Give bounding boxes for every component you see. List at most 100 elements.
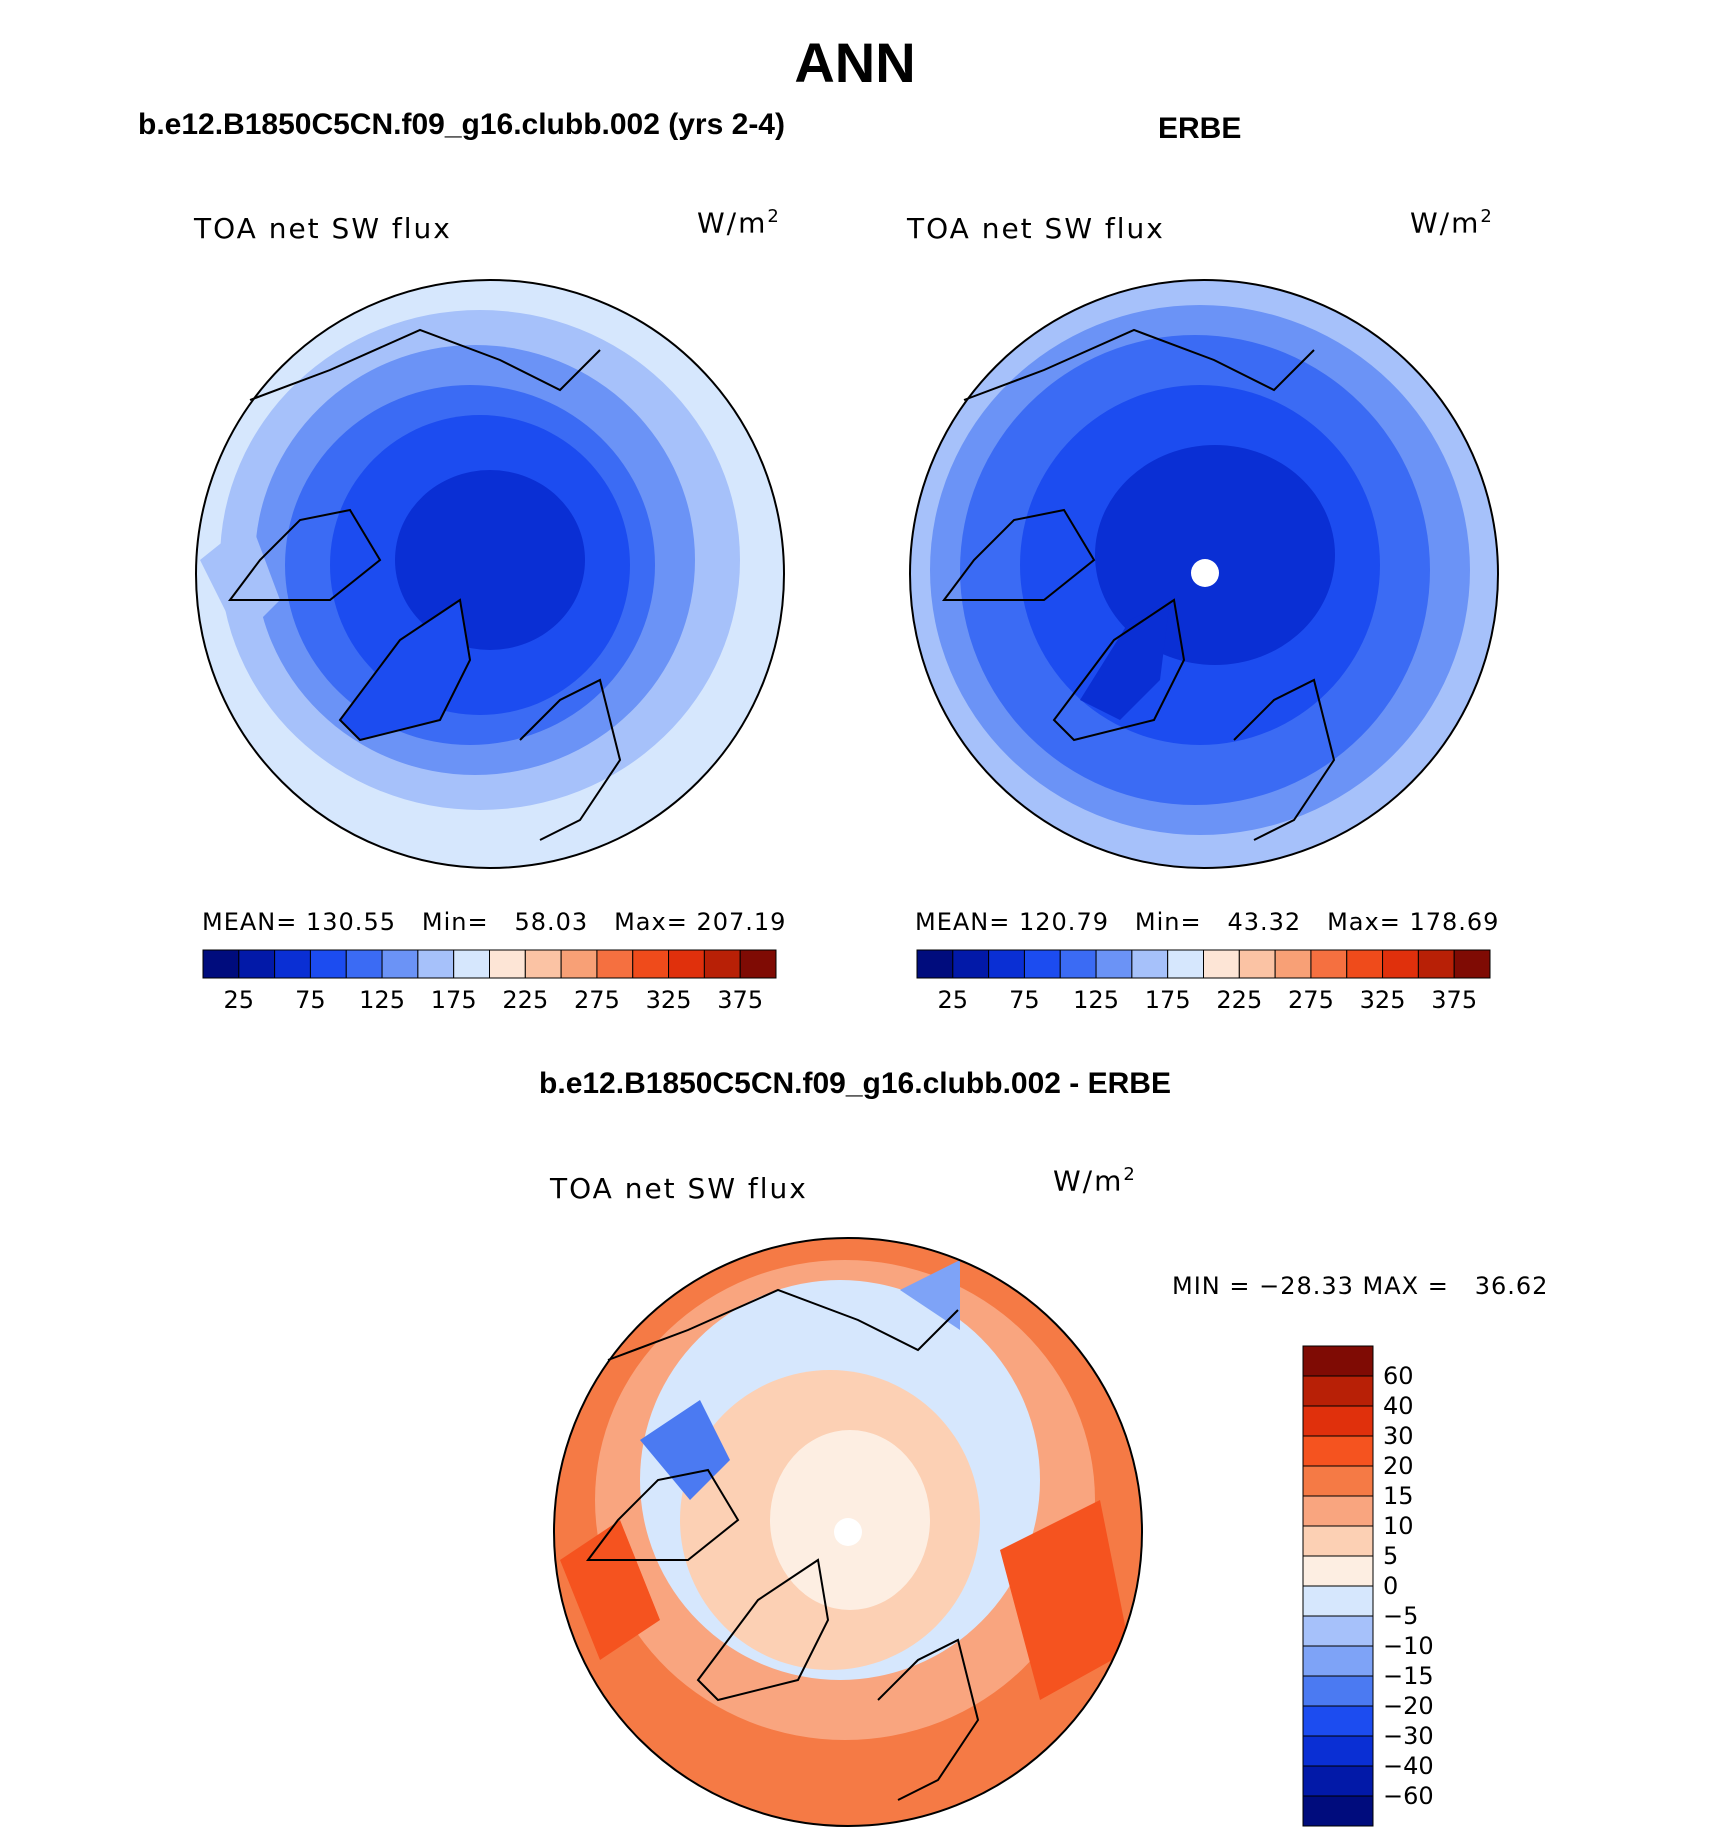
- colorbar-swatch: [596, 949, 634, 979]
- colorbar-tick-label: −5: [1383, 1602, 1419, 1630]
- colorbar-swatch: [1302, 1765, 1374, 1797]
- diff-stats: MIN = −28.33 MAX = 36.62: [1172, 1272, 1549, 1300]
- left-map-rim: [195, 279, 785, 869]
- colorbar-tick-label: −30: [1383, 1722, 1434, 1750]
- colorbar-tick-label: 30: [1383, 1422, 1414, 1450]
- colorbar-tick-label: 275: [1288, 986, 1334, 1014]
- colorbar-tick-label: 175: [1144, 986, 1191, 1014]
- right-colorbar: [916, 949, 1491, 979]
- right-polar-map: [910, 280, 1498, 868]
- colorbar-swatch: [1302, 1705, 1374, 1737]
- colorbar-tick-label: 5: [1383, 1542, 1399, 1570]
- colorbar-swatch: [489, 949, 526, 979]
- colorbar-swatch: [345, 949, 383, 979]
- right-map-rim: [909, 279, 1499, 869]
- right-variable-label: TOA net SW flux: [907, 212, 1165, 245]
- colorbar-tick-label: 25: [223, 986, 255, 1014]
- colorbar-tick-label: 20: [1383, 1452, 1414, 1480]
- colorbar-tick-label: 25: [937, 986, 969, 1014]
- right-stats: MEAN= 120.79 Min= 43.32 Max= 178.69: [915, 908, 1500, 936]
- colorbar-swatch: [1302, 1585, 1374, 1617]
- colorbar-swatch: [202, 949, 240, 979]
- colorbar-tick-label: 0: [1383, 1572, 1399, 1600]
- colorbar-swatch: [417, 949, 455, 979]
- colorbar-tick-label: −10: [1383, 1632, 1434, 1660]
- left-units-label: W/m2: [697, 206, 781, 240]
- colorbar-swatch: [309, 949, 347, 979]
- colorbar-tick-label: 225: [1216, 986, 1263, 1014]
- left-panel-header: b.e12.B1850C5CN.f09_g16.clubb.002 (yrs 2…: [138, 108, 785, 141]
- left-polar-map: [196, 280, 784, 868]
- colorbar-tick-label: −15: [1383, 1662, 1434, 1690]
- colorbar-swatch: [1302, 1495, 1374, 1527]
- colorbar-tick-label: −20: [1383, 1692, 1434, 1720]
- colorbar-swatch: [1302, 1465, 1374, 1497]
- colorbar-swatch: [1238, 949, 1276, 979]
- colorbar-swatch: [524, 949, 562, 979]
- colorbar-swatch: [739, 949, 777, 979]
- colorbar-swatch: [1382, 949, 1419, 979]
- colorbar-swatch: [1310, 949, 1348, 979]
- colorbar-tick-label: 75: [295, 986, 326, 1014]
- colorbar-tick-label: −40: [1383, 1752, 1434, 1780]
- colorbar-swatch: [1346, 949, 1384, 979]
- colorbar-swatch: [1274, 949, 1312, 979]
- diff-colorbar: [1302, 1345, 1374, 1827]
- colorbar-tick-label: 125: [1073, 986, 1119, 1014]
- colorbar-swatch: [632, 949, 670, 979]
- colorbar-swatch: [1302, 1525, 1374, 1557]
- figure-title: ANN: [794, 31, 916, 94]
- colorbar-tick-label: 325: [1359, 986, 1406, 1014]
- colorbar-tick-label: 225: [502, 986, 549, 1014]
- diff-panel-header: b.e12.B1850C5CN.f09_g16.clubb.002 - ERBE: [539, 1067, 1171, 1100]
- diff-map-rim: [553, 1237, 1143, 1827]
- colorbar-swatch: [1095, 949, 1133, 979]
- colorbar-swatch: [1023, 949, 1061, 979]
- colorbar-swatch: [1302, 1615, 1374, 1647]
- colorbar-tick-label: 275: [574, 986, 620, 1014]
- left-coastlines: [228, 328, 622, 841]
- colorbar-tick-label: −60: [1383, 1782, 1434, 1810]
- colorbar-tick-label: 375: [1431, 986, 1478, 1014]
- colorbar-swatch: [988, 949, 1025, 979]
- colorbar-swatch: [1302, 1735, 1374, 1767]
- left-variable-label: TOA net SW flux: [194, 212, 452, 245]
- diff-coastlines: [586, 1288, 980, 1801]
- diff-units-label: W/m2: [1053, 1164, 1137, 1198]
- colorbar-swatch: [1302, 1675, 1374, 1707]
- colorbar-tick-label: 125: [359, 986, 405, 1014]
- right-panel-header: ERBE: [1158, 112, 1242, 145]
- diff-polar-map: [554, 1238, 1142, 1826]
- colorbar-swatch: [916, 949, 954, 979]
- colorbar-swatch: [1059, 949, 1097, 979]
- colorbar-swatch: [1417, 949, 1455, 979]
- colorbar-swatch: [1453, 949, 1491, 979]
- right-coastlines: [942, 328, 1336, 841]
- colorbar-swatch: [668, 949, 705, 979]
- colorbar-swatch: [1302, 1645, 1374, 1677]
- colorbar-swatch: [1302, 1405, 1374, 1437]
- diff-variable-label: TOA net SW flux: [550, 1172, 808, 1205]
- colorbar-swatch: [1302, 1345, 1374, 1377]
- colorbar-swatch: [1302, 1555, 1374, 1587]
- right-units-label: W/m2: [1410, 206, 1494, 240]
- colorbar-tick-label: 175: [430, 986, 477, 1014]
- colorbar-tick-label: 40: [1383, 1392, 1414, 1420]
- colorbar-tick-label: 15: [1383, 1482, 1414, 1510]
- colorbar-swatch: [560, 949, 598, 979]
- colorbar-swatch: [1167, 949, 1204, 979]
- colorbar-swatch: [1302, 1375, 1374, 1407]
- left-stats: MEAN= 130.55 Min= 58.03 Max= 207.19: [202, 908, 787, 936]
- colorbar-swatch: [274, 949, 311, 979]
- left-colorbar: [202, 949, 777, 979]
- colorbar-swatch: [952, 949, 990, 979]
- colorbar-tick-label: 10: [1383, 1512, 1414, 1540]
- colorbar-swatch: [1302, 1795, 1374, 1827]
- colorbar-swatch: [1302, 1435, 1374, 1467]
- colorbar-swatch: [238, 949, 276, 979]
- colorbar-swatch: [703, 949, 741, 979]
- colorbar-tick-label: 75: [1009, 986, 1040, 1014]
- colorbar-swatch: [381, 949, 419, 979]
- colorbar-swatch: [1203, 949, 1240, 979]
